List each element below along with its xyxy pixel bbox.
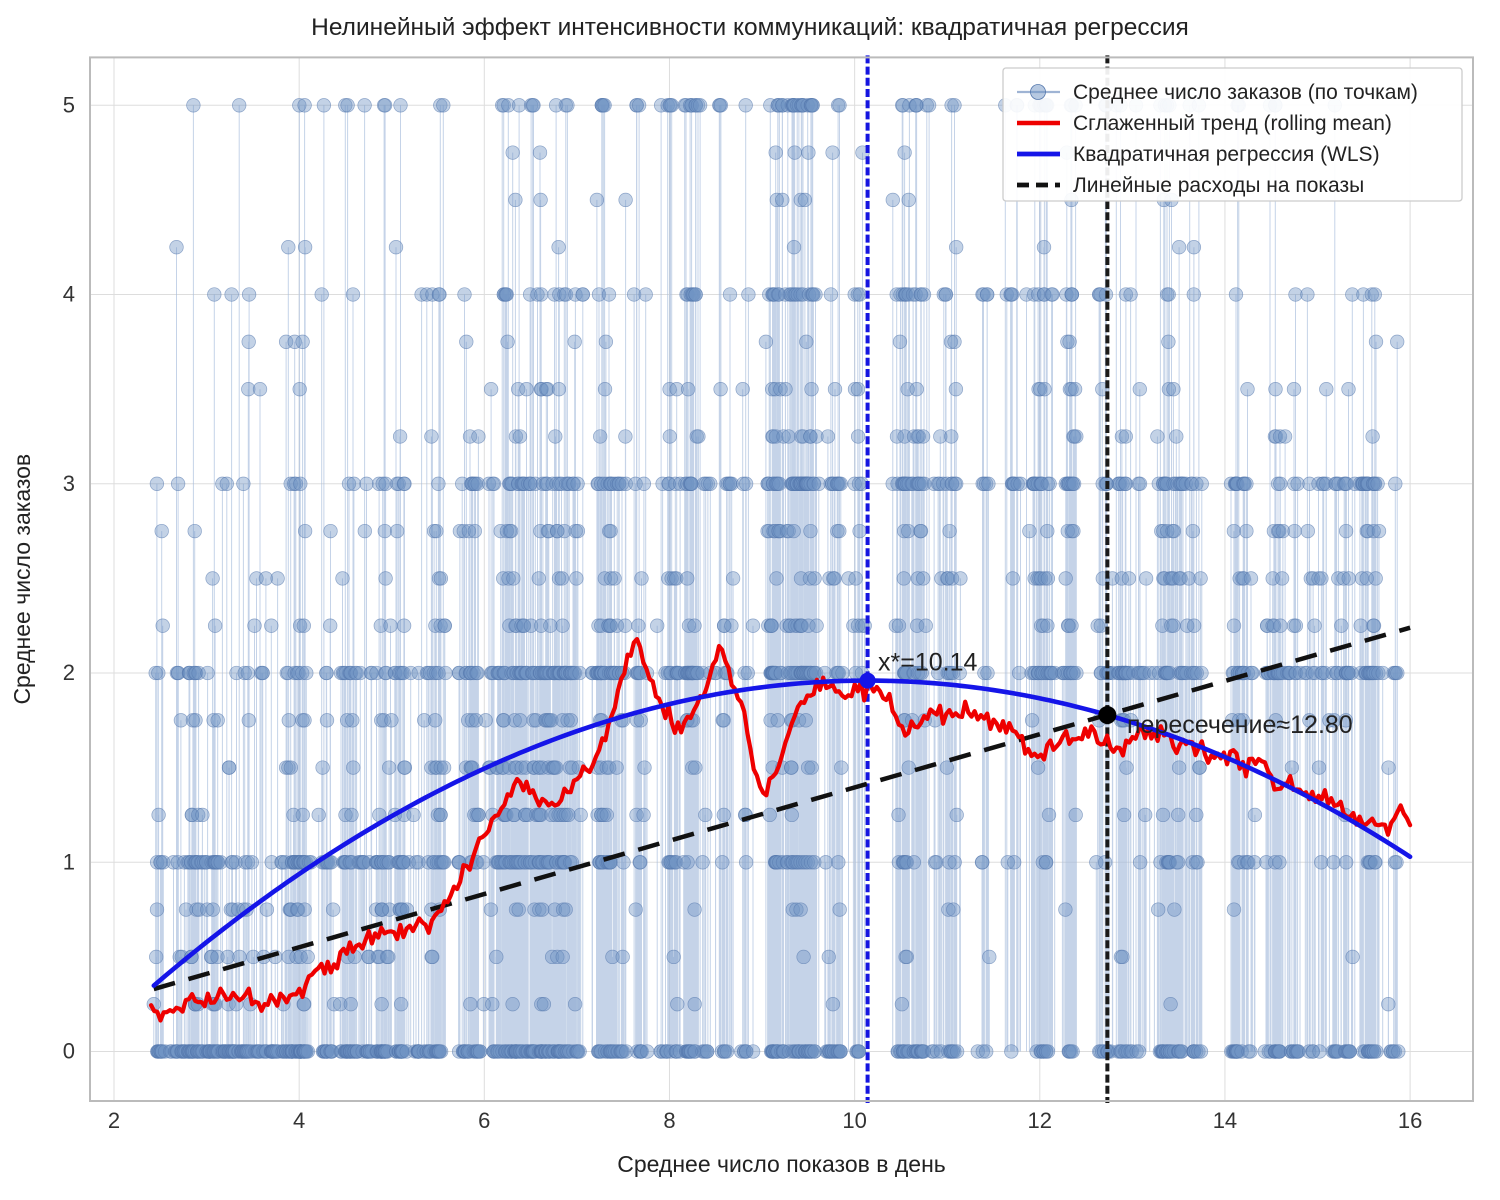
svg-text:2: 2 [63, 660, 75, 685]
svg-text:4: 4 [293, 1108, 305, 1133]
svg-text:Квадратичная регрессия (WLS): Квадратичная регрессия (WLS) [1073, 143, 1380, 166]
svg-text:Среднее число заказов (по точк: Среднее число заказов (по точкам) [1073, 81, 1418, 104]
svg-text:пересечение≈12.80: пересечение≈12.80 [1127, 711, 1353, 739]
svg-text:10: 10 [842, 1108, 866, 1133]
svg-text:Нелинейный эффект интенсивност: Нелинейный эффект интенсивности коммуник… [311, 14, 1189, 41]
svg-text:8: 8 [663, 1108, 675, 1133]
svg-text:1: 1 [63, 849, 75, 874]
svg-text:2: 2 [108, 1108, 120, 1133]
svg-text:14: 14 [1213, 1108, 1237, 1133]
svg-text:5: 5 [63, 92, 75, 117]
svg-text:x*=10.14: x*=10.14 [878, 649, 977, 677]
svg-text:Линейные расходы на показы: Линейные расходы на показы [1073, 174, 1364, 197]
svg-text:12: 12 [1028, 1108, 1052, 1133]
svg-text:Сглаженный тренд (rolling mean: Сглаженный тренд (rolling mean) [1073, 112, 1392, 135]
svg-text:Среднее число показов в день: Среднее число показов в день [617, 1151, 946, 1177]
svg-text:0: 0 [63, 1039, 75, 1064]
svg-text:6: 6 [478, 1108, 490, 1133]
svg-text:4: 4 [63, 282, 75, 307]
svg-text:3: 3 [63, 471, 75, 496]
svg-text:16: 16 [1398, 1108, 1422, 1133]
svg-text:Среднее число заказов: Среднее число заказов [9, 454, 35, 705]
